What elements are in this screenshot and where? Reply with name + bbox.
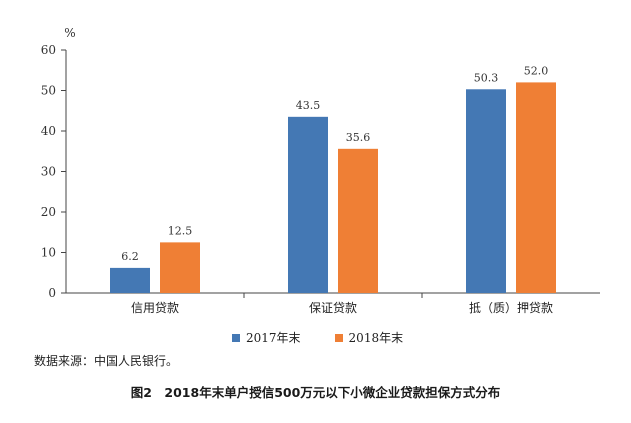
y-tick-label: 20 xyxy=(41,205,56,219)
data-source-note: 数据来源：中国人民银行。 xyxy=(34,354,179,368)
legend-swatch-2018 xyxy=(334,333,343,342)
legend-item-2017: 2017年末 xyxy=(232,329,301,346)
data-label: 52.0 xyxy=(524,64,549,77)
bar xyxy=(516,82,556,294)
legend-label-2017: 2017年末 xyxy=(246,331,301,345)
legend-item-2018: 2018年末 xyxy=(334,329,404,346)
y-tick-label: 30 xyxy=(41,165,56,179)
category-label: 抵（质）押贷款 xyxy=(469,301,553,315)
y-axis-unit: % xyxy=(64,26,75,40)
data-label: 6.2 xyxy=(121,250,139,263)
category-label: 信用贷款 xyxy=(131,301,179,315)
bar xyxy=(288,116,328,293)
legend-label-2018: 2018年末 xyxy=(348,331,404,345)
bar xyxy=(110,267,150,293)
data-label: 50.3 xyxy=(474,71,499,84)
y-tick-label: 40 xyxy=(41,124,56,138)
category-label: 保证贷款 xyxy=(309,301,357,315)
legend: 2017年末 2018年末 xyxy=(232,329,403,346)
y-tick-label: 0 xyxy=(48,286,56,300)
figure-caption: 图2 2018年末单户授信500万元以下小微企业贷款担保方式分布 xyxy=(130,385,501,400)
bar xyxy=(466,89,506,293)
y-tick-label: 10 xyxy=(41,246,56,260)
bar xyxy=(160,242,200,293)
data-label: 12.5 xyxy=(168,224,193,237)
y-tick-label: 60 xyxy=(41,43,56,57)
legend-swatch-2017 xyxy=(232,333,240,342)
y-tick-label: 50 xyxy=(41,84,56,98)
bar xyxy=(338,148,378,293)
data-label: 35.6 xyxy=(346,131,371,144)
data-label: 43.5 xyxy=(296,99,321,112)
